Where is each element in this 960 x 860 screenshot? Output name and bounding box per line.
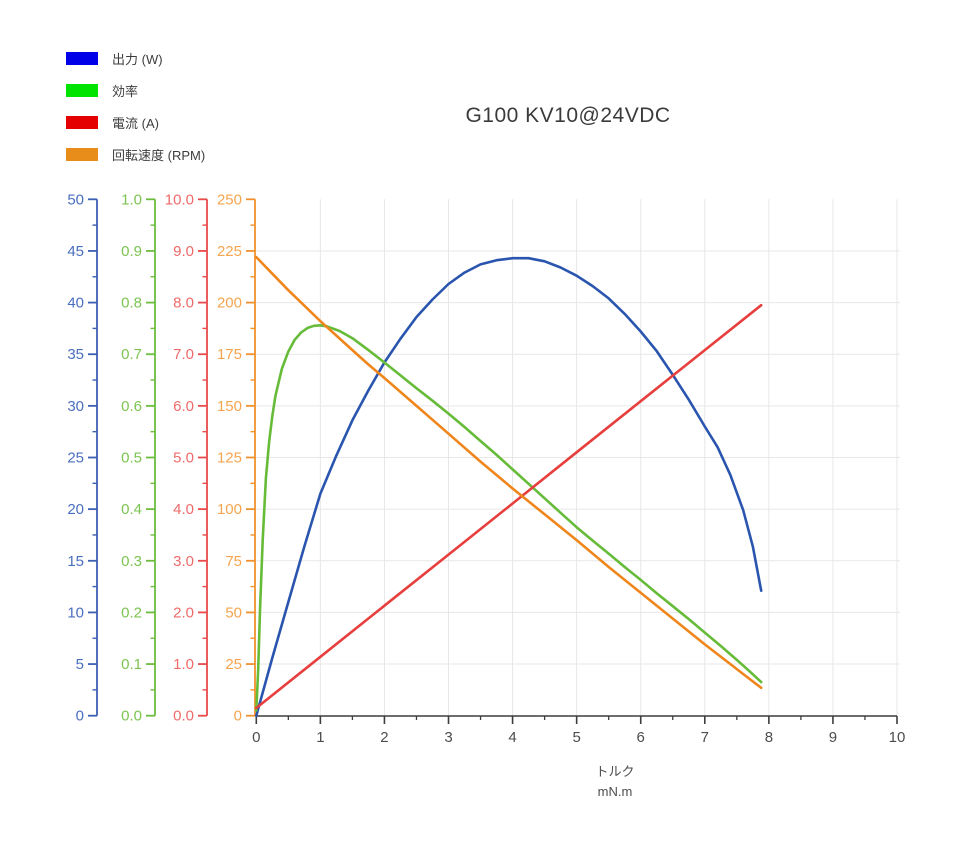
y-axis-current-tick-label: 8.0 bbox=[173, 295, 194, 312]
x-axis-tick-label: 5 bbox=[572, 729, 580, 746]
y-axis-efficiency-tick-label: 0.2 bbox=[121, 604, 142, 621]
x-axis-title-line2: mN.m bbox=[597, 784, 633, 799]
y-axis-current-tick-label: 9.0 bbox=[173, 243, 194, 260]
y-axis-current-tick-label: 2.0 bbox=[173, 604, 194, 621]
x-axis-tick-label: 9 bbox=[829, 729, 837, 746]
series-line-current bbox=[255, 303, 763, 710]
series-line-efficiency bbox=[255, 324, 763, 712]
y-axis-efficiency-tick-label: 0.7 bbox=[121, 346, 142, 363]
x-axis-tick-label: 3 bbox=[444, 729, 452, 746]
y-axis-rpm-tick-label: 100 bbox=[217, 501, 242, 518]
y-axis-power-tick-label: 40 bbox=[67, 295, 84, 312]
y-axis-rpm-tick-label: 150 bbox=[217, 398, 242, 415]
y-axis-power-tick-label: 45 bbox=[67, 243, 84, 260]
x-axis-tick-label: 8 bbox=[765, 729, 773, 746]
x-axis-title-line1: トルク bbox=[595, 764, 635, 779]
legend-label: 電流 (A) bbox=[112, 116, 159, 131]
legend-label: 回転速度 (RPM) bbox=[112, 148, 206, 163]
legend-item: 電流 (A) bbox=[66, 116, 205, 131]
y-axis-power-tick-label: 15 bbox=[67, 553, 84, 570]
y-axis-current-tick-label: 1.0 bbox=[173, 656, 194, 673]
y-axis-rpm-tick-label: 50 bbox=[225, 604, 242, 621]
y-axis-efficiency-tick-label: 0.5 bbox=[121, 450, 142, 467]
y-axis-power-tick-label: 25 bbox=[67, 450, 84, 467]
legend-swatch-icon bbox=[66, 52, 98, 65]
chart-title: G100 KV10@24VDC bbox=[465, 104, 671, 127]
y-axis-power-tick-label: 35 bbox=[67, 346, 84, 363]
y-axis-efficiency-tick-label: 0.8 bbox=[121, 295, 142, 312]
y-axis-efficiency-tick-label: 0.4 bbox=[121, 501, 142, 518]
y-axis-power-tick-label: 0 bbox=[76, 708, 84, 725]
y-axis-rpm-tick-label: 175 bbox=[217, 346, 242, 363]
y-axis-efficiency-tick-label: 0.6 bbox=[121, 398, 142, 415]
y-axis-current-tick-label: 7.0 bbox=[173, 346, 194, 363]
legend-item: 出力 (W) bbox=[66, 52, 205, 67]
y-axis-efficiency-tick-label: 1.0 bbox=[121, 191, 142, 208]
y-axis-power-tick-label: 30 bbox=[67, 398, 84, 415]
y-axis-power-tick-label: 10 bbox=[67, 604, 84, 621]
legend-swatch-icon bbox=[66, 148, 98, 161]
legend-item: 効率 bbox=[66, 84, 205, 99]
legend-label: 出力 (W) bbox=[112, 52, 163, 67]
y-axis-efficiency-tick-label: 0.9 bbox=[121, 243, 142, 260]
y-axis-power-tick-label: 5 bbox=[76, 656, 84, 673]
x-axis-tick-label: 2 bbox=[380, 729, 388, 746]
x-axis-tick-label: 0 bbox=[252, 729, 260, 746]
y-axis-current-tick-label: 6.0 bbox=[173, 398, 194, 415]
y-axis-current-tick-label: 5.0 bbox=[173, 450, 194, 467]
x-axis-title: トルク mN.m bbox=[256, 762, 960, 802]
y-axis-efficiency-tick-label: 0.3 bbox=[121, 553, 142, 570]
series-line-rpm bbox=[255, 255, 763, 690]
x-axis-tick-label: 4 bbox=[508, 729, 516, 746]
x-axis-tick-label: 7 bbox=[701, 729, 709, 746]
y-axis-power-tick-label: 20 bbox=[67, 501, 84, 518]
y-axis-rpm-tick-label: 75 bbox=[225, 553, 242, 570]
x-axis-tick-label: 1 bbox=[316, 729, 324, 746]
x-axis-tick-label: 10 bbox=[889, 729, 906, 746]
y-axis-current-tick-label: 4.0 bbox=[173, 501, 194, 518]
series-line-power bbox=[255, 256, 763, 717]
y-axis-efficiency-tick-label: 0.1 bbox=[121, 656, 142, 673]
y-axis-rpm-tick-label: 200 bbox=[217, 295, 242, 312]
legend-swatch-icon bbox=[66, 116, 98, 129]
y-axis-rpm-tick-label: 250 bbox=[217, 191, 242, 208]
legend-item: 回転速度 (RPM) bbox=[66, 148, 206, 163]
y-axis-power-tick-label: 50 bbox=[67, 191, 84, 208]
chart-legend: 出力 (W) 効率電流 (A) 回転速度 (RPM) bbox=[66, 52, 206, 163]
y-axis-current-tick-label: 10.0 bbox=[165, 191, 194, 208]
y-axis-rpm-tick-label: 225 bbox=[217, 243, 242, 260]
y-axis-current-tick-label: 3.0 bbox=[173, 553, 194, 570]
y-axis-rpm-tick-label: 25 bbox=[225, 656, 242, 673]
legend-label: 効率 bbox=[112, 84, 139, 99]
y-axis-rpm-tick-label: 125 bbox=[217, 450, 242, 467]
x-axis-tick-label: 6 bbox=[637, 729, 645, 746]
y-axis-rpm-tick-label: 0 bbox=[234, 708, 242, 725]
y-axis-current-tick-label: 0.0 bbox=[173, 708, 194, 725]
y-axis-efficiency-tick-label: 0.0 bbox=[121, 708, 142, 725]
legend-swatch-icon bbox=[66, 84, 98, 97]
